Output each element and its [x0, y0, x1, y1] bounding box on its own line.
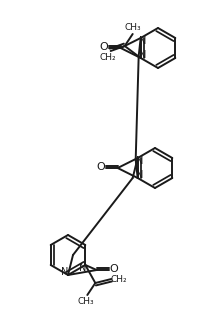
Text: CH₃: CH₃: [124, 22, 141, 31]
Text: N: N: [139, 36, 146, 46]
Text: CH₂: CH₂: [110, 274, 127, 283]
Text: N: N: [136, 170, 143, 180]
Text: N: N: [136, 156, 143, 166]
Text: CH₃: CH₃: [77, 297, 94, 307]
Text: O: O: [99, 42, 108, 52]
Text: O: O: [109, 264, 118, 274]
Text: N: N: [139, 50, 146, 60]
Text: CH₂: CH₂: [99, 53, 116, 62]
Text: O: O: [96, 162, 105, 172]
Text: N: N: [61, 267, 69, 277]
Text: N: N: [79, 263, 86, 273]
